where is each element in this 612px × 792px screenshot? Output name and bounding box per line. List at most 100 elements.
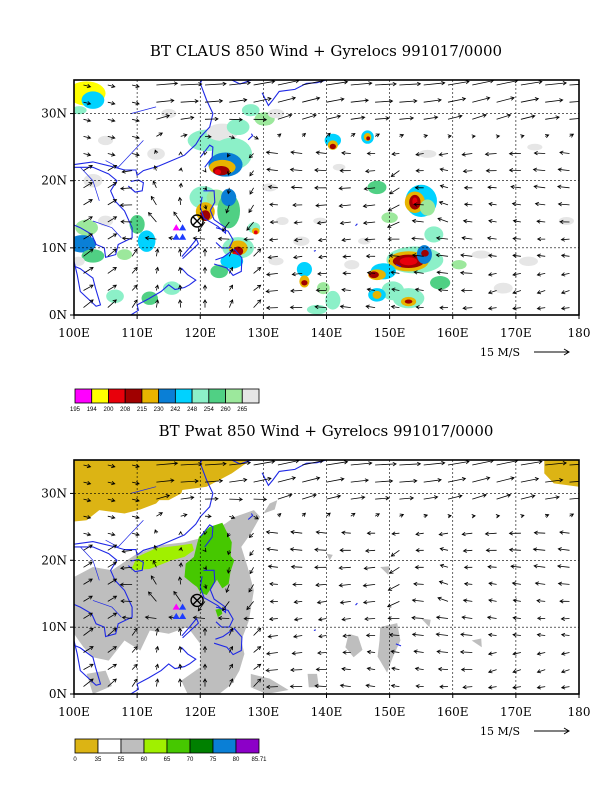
wind-vector [180,479,199,484]
wind-vector [107,515,116,520]
x-tick-label: 120E [184,705,216,719]
wind-vector [301,512,306,517]
coastline [231,80,253,85]
wind-vector [178,678,183,687]
wind-vector [536,651,546,656]
wind-vector [461,531,473,537]
wind-vector [180,495,195,500]
wind-vector [204,81,227,87]
wind-vector [545,81,568,86]
wind-vector [302,113,317,120]
coastline [74,166,133,258]
political-border [130,106,157,114]
wind-vector [364,237,376,242]
cloud-top-contour [253,230,258,235]
wind-vector [560,290,570,295]
wind-vector [399,116,415,121]
wind-vector [107,152,116,157]
x-tick-label: 150E [374,705,406,719]
x-tick-label: 110E [121,326,153,340]
wind-vector [520,134,525,139]
wind-vector [291,651,303,656]
wind-vector [462,168,473,174]
colorbar-swatch [141,388,160,404]
wind-vector [569,513,575,518]
cloud-top-contour [296,261,312,277]
wind-vector [423,81,446,86]
wind-vector [560,237,570,242]
wind-vector [487,651,497,656]
wind-vector [532,167,546,172]
x-tick-label: 160E [437,705,469,719]
wind-vector [107,216,118,223]
wind-vector [350,115,366,120]
wind-vector [415,168,424,173]
wind-vector [390,270,400,275]
wind-vector [462,598,473,603]
wind-vector [192,236,206,241]
coastline [200,144,214,168]
vector-reference-arrow [534,727,570,735]
colorbar-label: 65 [164,757,171,763]
wind-vector [536,598,546,604]
wind-vector [533,530,546,535]
wind-vector [496,493,512,500]
wind-vector [459,649,473,655]
wind-vector [364,616,376,622]
wind-vector [144,615,157,620]
wind-vector [318,634,327,639]
wind-vector [534,581,546,586]
wind-vector [217,616,230,621]
wind-vector [203,530,208,536]
wind-vector [560,253,570,258]
wind-vector [460,632,473,637]
wind-vector [439,684,449,689]
wind-vector [107,612,118,619]
wind-vector [399,478,418,484]
wind-vector [178,151,183,156]
cloud-top-contour [424,226,444,243]
wind-vector [83,544,93,551]
wind-vector [437,667,449,672]
wind-vector [265,289,278,294]
wind-vector [202,248,208,257]
wind-vector [83,101,92,106]
cloud-top-contour [301,280,308,286]
wind-vector [147,211,157,223]
wind-vector [202,299,208,308]
wind-vector [248,204,254,214]
wind-vector [423,513,429,518]
wind-vector [496,476,515,483]
wind-vector [253,266,262,274]
wind-vector [414,565,424,570]
wind-vector [488,581,497,586]
wind-vector [107,199,118,206]
wind-vector [375,81,397,87]
y-tick-label: 10N [41,620,67,634]
wind-vector [487,272,497,277]
wind-vector [290,150,303,155]
wind-vector [107,164,118,171]
coastline [395,264,402,268]
cloud-top-contour [221,188,237,207]
wind-vector [375,496,390,501]
wind-vector [197,221,206,233]
wind-vector [488,219,497,224]
wind-vector [132,481,140,486]
wind-vector [249,550,254,557]
coastline [395,643,402,647]
wind-vector [155,678,160,687]
wind-vector [459,270,473,276]
wind-vector [203,151,208,156]
cloud-top-contour [344,259,360,270]
wind-vector [266,651,278,656]
wind-vector [326,97,345,103]
wind-vector [156,98,175,103]
wind-vector [438,580,449,585]
wind-vector [267,255,278,260]
wind-vector [253,96,272,103]
wind-vector [202,284,208,291]
cloud-top-contour [367,180,387,195]
wind-vector [314,168,327,173]
wind-vector [437,596,449,602]
